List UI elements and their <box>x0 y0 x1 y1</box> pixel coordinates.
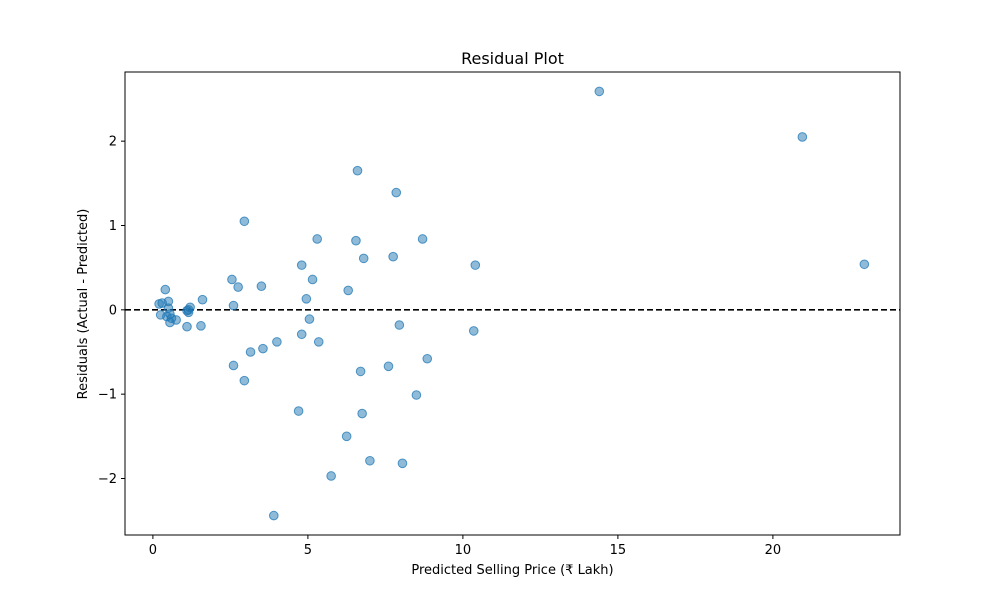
y-axis-label: Residuals (Actual - Predicted) <box>76 209 91 400</box>
scatter-point <box>394 320 405 330</box>
scatter-point <box>388 251 398 262</box>
scatter-point <box>411 390 422 400</box>
scatter-point <box>272 337 282 347</box>
y-tick-label: −1 <box>98 388 117 403</box>
plot-area-frame <box>124 71 901 536</box>
scatter-point <box>470 260 481 270</box>
scatter-point <box>326 471 336 481</box>
scatter-point <box>358 253 369 264</box>
y-tick-label: 0 <box>109 303 117 318</box>
y-tick-label: 2 <box>109 135 117 150</box>
scatter-point <box>312 234 323 244</box>
scatter-point <box>357 408 367 419</box>
scatter-point <box>228 360 239 371</box>
y-tick-label: −2 <box>98 472 117 487</box>
scatter-point <box>352 165 363 176</box>
x-tick-label: 15 <box>610 543 627 558</box>
scatter-point <box>313 337 324 347</box>
x-tick-label: 0 <box>149 543 157 558</box>
scatter-point <box>307 274 318 285</box>
scatter-point <box>233 282 243 292</box>
scatter-point <box>304 314 315 324</box>
chart-title: Residual Plot <box>461 49 564 68</box>
y-tick-label: 1 <box>109 219 117 234</box>
scatter-point <box>256 281 267 292</box>
scatter-point <box>296 260 307 270</box>
scatter-point <box>383 361 394 372</box>
x-axis: 0 5 10 15 20 <box>149 535 781 558</box>
scatter-point <box>594 86 605 97</box>
scatter-point <box>227 274 237 285</box>
x-tick-label: 10 <box>455 543 472 558</box>
scatter-point <box>296 329 307 340</box>
scatter-points <box>154 86 870 521</box>
scatter-point <box>245 347 256 357</box>
scatter-point <box>228 300 239 311</box>
scatter-point <box>417 234 428 244</box>
scatter-point <box>239 375 250 386</box>
scatter-point <box>171 315 181 325</box>
scatter-point <box>341 431 352 442</box>
x-axis-label: Predicted Selling Price (₹ Lakh) <box>411 563 613 578</box>
scatter-point <box>160 284 171 295</box>
x-tick-label: 20 <box>765 543 782 558</box>
scatter-point <box>239 216 250 227</box>
scatter-point <box>196 321 206 331</box>
scatter-point <box>197 294 208 305</box>
scatter-point <box>422 353 433 364</box>
scatter-point <box>343 285 354 296</box>
scatter-point <box>468 326 479 336</box>
scatter-point <box>797 132 808 142</box>
scatter-point <box>355 366 366 377</box>
scatter-point <box>391 187 402 198</box>
scatter-point <box>269 510 279 521</box>
scatter-point <box>301 294 312 304</box>
x-tick-label: 5 <box>304 543 312 558</box>
scatter-point <box>859 259 870 270</box>
scatter-point <box>351 235 361 246</box>
y-axis: −2 −1 0 1 2 <box>98 135 125 487</box>
scatter-point <box>185 302 195 313</box>
scatter-point <box>397 458 408 469</box>
scatter-point <box>258 343 268 354</box>
scatter-point <box>182 321 192 332</box>
scatter-point <box>365 455 375 466</box>
scatter-point <box>293 406 304 416</box>
